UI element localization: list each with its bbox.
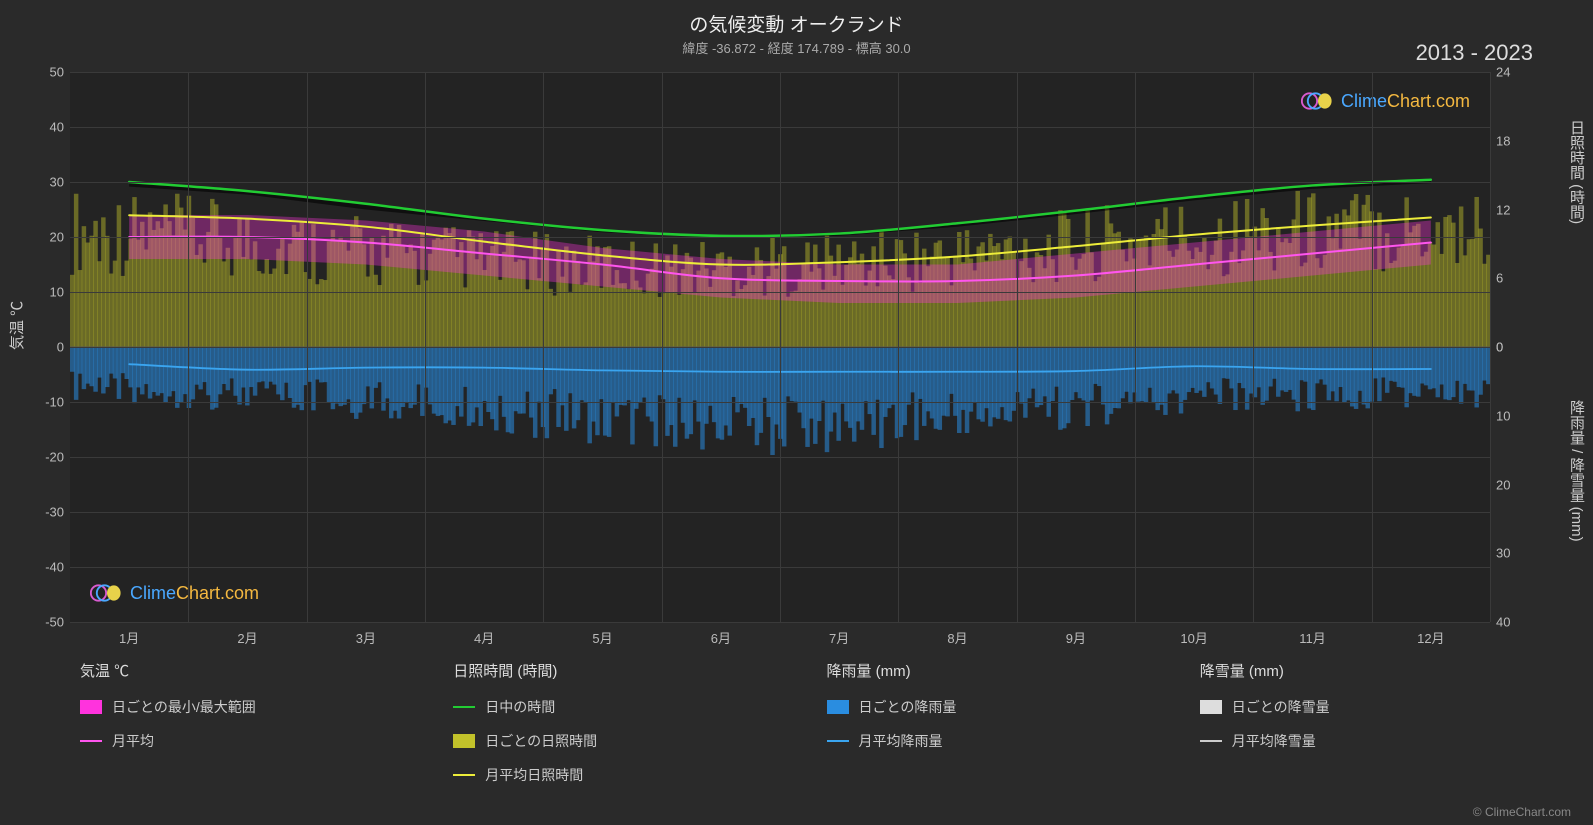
legend-label: 月平均降雪量 xyxy=(1232,731,1316,751)
legend-item: 日ごとの日照時間 xyxy=(453,731,766,751)
legend-item: 日ごとの降雨量 xyxy=(827,697,1140,717)
legend-label: 日中の時間 xyxy=(485,697,555,717)
y-axis-left-label: 気温 ℃ xyxy=(6,301,27,350)
xtick-month: 10月 xyxy=(1180,622,1207,647)
xtick-month: 11月 xyxy=(1299,622,1326,647)
xtick-month: 6月 xyxy=(711,622,731,647)
xtick-month: 8月 xyxy=(947,622,967,647)
xtick-month: 1月 xyxy=(119,622,139,647)
legend-swatch xyxy=(80,740,102,742)
legend-label: 日ごとの降雪量 xyxy=(1232,697,1330,717)
y-axis-right-bottom-label: 降雨量 / 降雪量 (mm) xyxy=(1566,400,1587,542)
ytick-left: -40 xyxy=(30,560,70,575)
legend-swatch xyxy=(827,700,849,714)
legend-swatch xyxy=(453,706,475,708)
legend-item: 月平均降雨量 xyxy=(827,731,1140,751)
legend-item: 日ごとの降雪量 xyxy=(1200,697,1513,717)
legend-item: 日ごとの最小/最大範囲 xyxy=(80,697,393,717)
legend-col-snow: 降雪量 (mm) 日ごとの降雪量月平均降雪量 xyxy=(1200,660,1513,785)
ytick-right-bottom: 40 xyxy=(1490,615,1510,630)
xtick-month: 2月 xyxy=(237,622,257,647)
ytick-left: 0 xyxy=(30,340,70,355)
ytick-right-bottom: 30 xyxy=(1490,546,1510,561)
legend-item: 月平均 xyxy=(80,731,393,751)
ytick-left: 20 xyxy=(30,230,70,245)
legend-swatch xyxy=(453,734,475,748)
ytick-left: -10 xyxy=(30,395,70,410)
ytick-right-top: 18 xyxy=(1490,133,1510,148)
xtick-month: 7月 xyxy=(829,622,849,647)
xtick-month: 12月 xyxy=(1417,622,1444,647)
legend-item: 月平均降雪量 xyxy=(1200,731,1513,751)
legend-swatch xyxy=(80,700,102,714)
legend-col-sun: 日照時間 (時間) 日中の時間日ごとの日照時間月平均日照時間 xyxy=(453,660,766,785)
watermark-logo-top: ClimeChart.com xyxy=(1301,90,1470,112)
legend-swatch xyxy=(1200,740,1222,742)
legend-label: 日ごとの降雨量 xyxy=(859,697,957,717)
legend-label: 月平均日照時間 xyxy=(485,765,583,785)
legend-heading: 降雨量 (mm) xyxy=(827,660,1140,681)
legend-swatch xyxy=(1200,700,1222,714)
ytick-left: 10 xyxy=(30,285,70,300)
xtick-month: 5月 xyxy=(592,622,612,647)
xtick-month: 9月 xyxy=(1066,622,1086,647)
legend-label: 月平均降雨量 xyxy=(859,731,943,751)
y-axis-right-top-label: 日照時間 (時間) xyxy=(1566,120,1587,224)
ytick-right-bottom: 0 xyxy=(1490,340,1503,355)
xtick-month: 4月 xyxy=(474,622,494,647)
legend-swatch xyxy=(827,740,849,742)
ytick-left: -50 xyxy=(30,615,70,630)
ytick-right-top: 24 xyxy=(1490,65,1510,80)
year-range: 2013 - 2023 xyxy=(1416,40,1533,66)
legend: 気温 ℃ 日ごとの最小/最大範囲月平均 日照時間 (時間) 日中の時間日ごとの日照時… xyxy=(80,660,1513,785)
legend-item: 月平均日照時間 xyxy=(453,765,766,785)
legend-label: 月平均 xyxy=(112,731,154,751)
legend-item: 日中の時間 xyxy=(453,697,766,717)
legend-label: 日ごとの日照時間 xyxy=(485,731,597,751)
ytick-right-top: 12 xyxy=(1490,202,1510,217)
ytick-left: -30 xyxy=(30,505,70,520)
ytick-right-bottom: 20 xyxy=(1490,477,1510,492)
legend-col-temp: 気温 ℃ 日ごとの最小/最大範囲月平均 xyxy=(80,660,393,785)
ytick-left: 50 xyxy=(30,65,70,80)
chart-subtitle: 緯度 -36.872 - 経度 174.789 - 標高 30.0 xyxy=(0,38,1593,57)
ytick-left: 30 xyxy=(30,175,70,190)
legend-heading: 気温 ℃ xyxy=(80,660,393,681)
legend-col-rain: 降雨量 (mm) 日ごとの降雨量月平均降雨量 xyxy=(827,660,1140,785)
legend-heading: 日照時間 (時間) xyxy=(453,660,766,681)
ytick-right-top: 6 xyxy=(1490,271,1503,286)
watermark-logo-bottom: ClimeChart.com xyxy=(90,582,259,604)
plot-area: ClimeChart.com ClimeChart.com -50-40-30-… xyxy=(70,72,1490,622)
ytick-left: -20 xyxy=(30,450,70,465)
ytick-left: 40 xyxy=(30,120,70,135)
credit: © ClimeChart.com xyxy=(1473,805,1571,819)
chart-title: の気候変動 オークランド xyxy=(0,10,1593,37)
ytick-right-bottom: 10 xyxy=(1490,408,1510,423)
legend-label: 日ごとの最小/最大範囲 xyxy=(112,697,256,717)
legend-heading: 降雪量 (mm) xyxy=(1200,660,1513,681)
xtick-month: 3月 xyxy=(356,622,376,647)
climate-chart: の気候変動 オークランド 緯度 -36.872 - 経度 174.789 - 標… xyxy=(0,0,1593,825)
legend-swatch xyxy=(453,774,475,776)
